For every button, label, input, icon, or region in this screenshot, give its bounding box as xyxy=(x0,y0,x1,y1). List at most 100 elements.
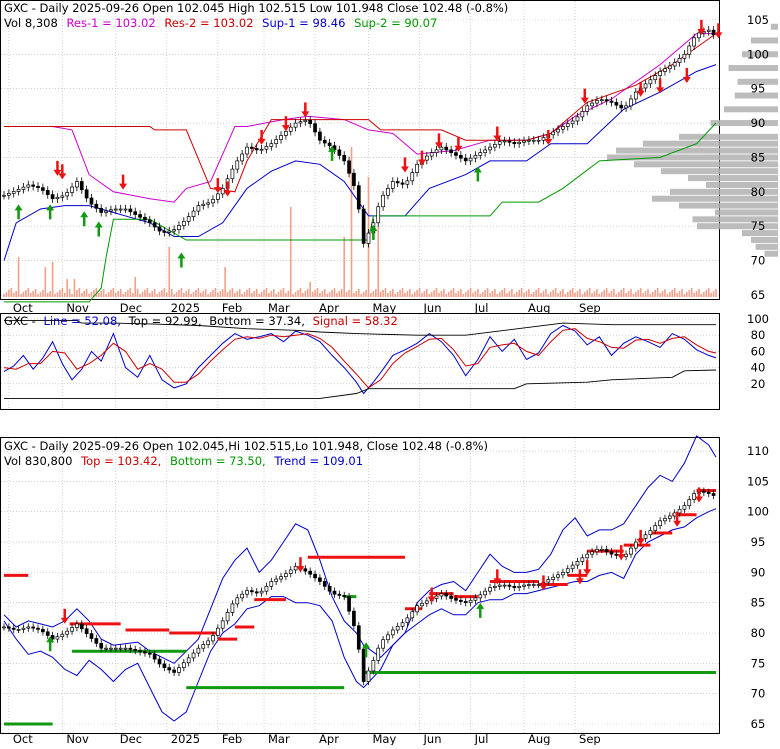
down-arrow-head xyxy=(493,135,502,142)
volume-bar xyxy=(224,267,226,297)
volume-bar xyxy=(229,290,231,297)
volume-bar xyxy=(326,294,328,297)
candle-body xyxy=(633,91,638,100)
volume-bar xyxy=(110,290,112,297)
bands-candle-body xyxy=(11,627,16,630)
candle-body xyxy=(667,65,672,70)
down-arrow-head xyxy=(636,538,645,545)
volume-bar xyxy=(669,292,671,297)
candle-body xyxy=(84,189,89,199)
bands-y-ticks: 110 105 100 95 90 85 80 75 70 65 xyxy=(747,444,769,731)
volume-bar xyxy=(238,289,241,297)
volume-bar xyxy=(119,289,122,297)
candle-body xyxy=(293,122,298,128)
bands-candle-body xyxy=(633,541,638,549)
bands-candle-body xyxy=(313,573,317,579)
candle-body xyxy=(429,152,434,157)
volume-bar xyxy=(207,294,209,297)
volume-bar xyxy=(583,292,586,297)
volume-bar xyxy=(374,289,377,297)
candle-body xyxy=(551,131,556,136)
candle-body xyxy=(468,157,473,162)
volume-bar xyxy=(518,290,520,297)
volume-bar xyxy=(323,289,326,297)
volume-bar xyxy=(331,290,333,297)
bands-candle-body xyxy=(604,548,609,553)
bands-candle-body xyxy=(556,574,560,578)
bands-candle-body xyxy=(711,493,716,496)
signal-arrows xyxy=(14,19,723,268)
volume-bar xyxy=(95,288,98,297)
volume-bar xyxy=(129,288,132,297)
candle-body xyxy=(7,192,11,196)
bands-candle-body xyxy=(701,490,706,493)
down-arrow-head xyxy=(580,97,589,104)
bands-candle-body xyxy=(672,512,677,517)
candle-body xyxy=(629,98,633,107)
candle-body xyxy=(390,181,395,189)
volume-bar xyxy=(173,294,175,297)
volume-bar xyxy=(304,291,307,297)
volume-bar xyxy=(481,292,484,297)
candle-body xyxy=(609,100,614,103)
volume-bar xyxy=(39,292,42,297)
bands-candle-body xyxy=(352,610,356,627)
bands-panel-title: GXC - Daily 2025-09-26 Open 102.045,Hi 1… xyxy=(4,439,488,453)
bands-panel-subtitle: Vol 830,800 Top = 103.42, Bottom = 73.50… xyxy=(4,454,363,468)
volume-bar xyxy=(248,288,251,297)
down-arrow-head xyxy=(682,77,691,84)
volume-bar xyxy=(73,279,76,297)
candle-body xyxy=(697,32,701,39)
candle-body xyxy=(347,160,351,174)
down-arrow-head xyxy=(119,183,128,190)
volume-bar xyxy=(289,207,292,297)
volume-bar xyxy=(700,294,703,297)
candle-body xyxy=(138,214,142,218)
volume-bar xyxy=(10,288,13,297)
bands-candle-body xyxy=(118,647,123,650)
volume-bar xyxy=(690,288,693,297)
bands-candle-body xyxy=(527,584,531,586)
bands-candle-body xyxy=(706,491,711,494)
down-arrow-head xyxy=(575,578,584,585)
volume-profile-bar xyxy=(724,106,778,113)
bands-candle-body xyxy=(327,585,332,592)
volume-bar xyxy=(319,293,321,297)
bands-candle-body xyxy=(687,499,692,507)
down-arrow-head xyxy=(281,125,290,132)
bands-x-tick-label: 2025 xyxy=(171,732,200,745)
volume-bar xyxy=(715,289,717,297)
bands-candle-body xyxy=(215,627,220,636)
bands-candle-body xyxy=(7,626,11,629)
volume-bar xyxy=(80,293,83,297)
volume-bar xyxy=(204,289,207,297)
volume-bar xyxy=(644,291,647,297)
volume-bar xyxy=(357,289,360,297)
bands-x-tick-label: Feb xyxy=(222,732,242,745)
volume-bar xyxy=(576,291,579,297)
volume-bar xyxy=(579,289,581,297)
candle-body xyxy=(250,146,254,149)
volume-profile-bar xyxy=(634,161,778,168)
candle-body xyxy=(434,149,439,153)
volume-bar xyxy=(12,293,15,297)
bands-candle-body xyxy=(386,634,390,641)
volume-bar xyxy=(265,288,268,297)
volume-bar xyxy=(316,288,319,297)
volume-bar xyxy=(280,290,282,297)
volume-bar xyxy=(97,293,100,297)
candle-body xyxy=(687,45,692,55)
volume-bar xyxy=(302,293,304,297)
volume-profile-bar xyxy=(670,188,778,195)
volume-bar xyxy=(632,294,635,297)
bands-candle-body xyxy=(366,670,371,682)
volume-bar xyxy=(474,291,477,297)
bands-candle-body xyxy=(254,591,259,594)
volume-bar xyxy=(178,290,180,297)
candle-body xyxy=(595,100,599,104)
down-arrow-head xyxy=(53,169,62,176)
bands-candle-body xyxy=(624,553,628,557)
bands-bottom-readout: Bottom = 73.50, xyxy=(170,454,266,468)
volume-bar xyxy=(683,294,686,297)
volume-bar xyxy=(523,293,525,297)
